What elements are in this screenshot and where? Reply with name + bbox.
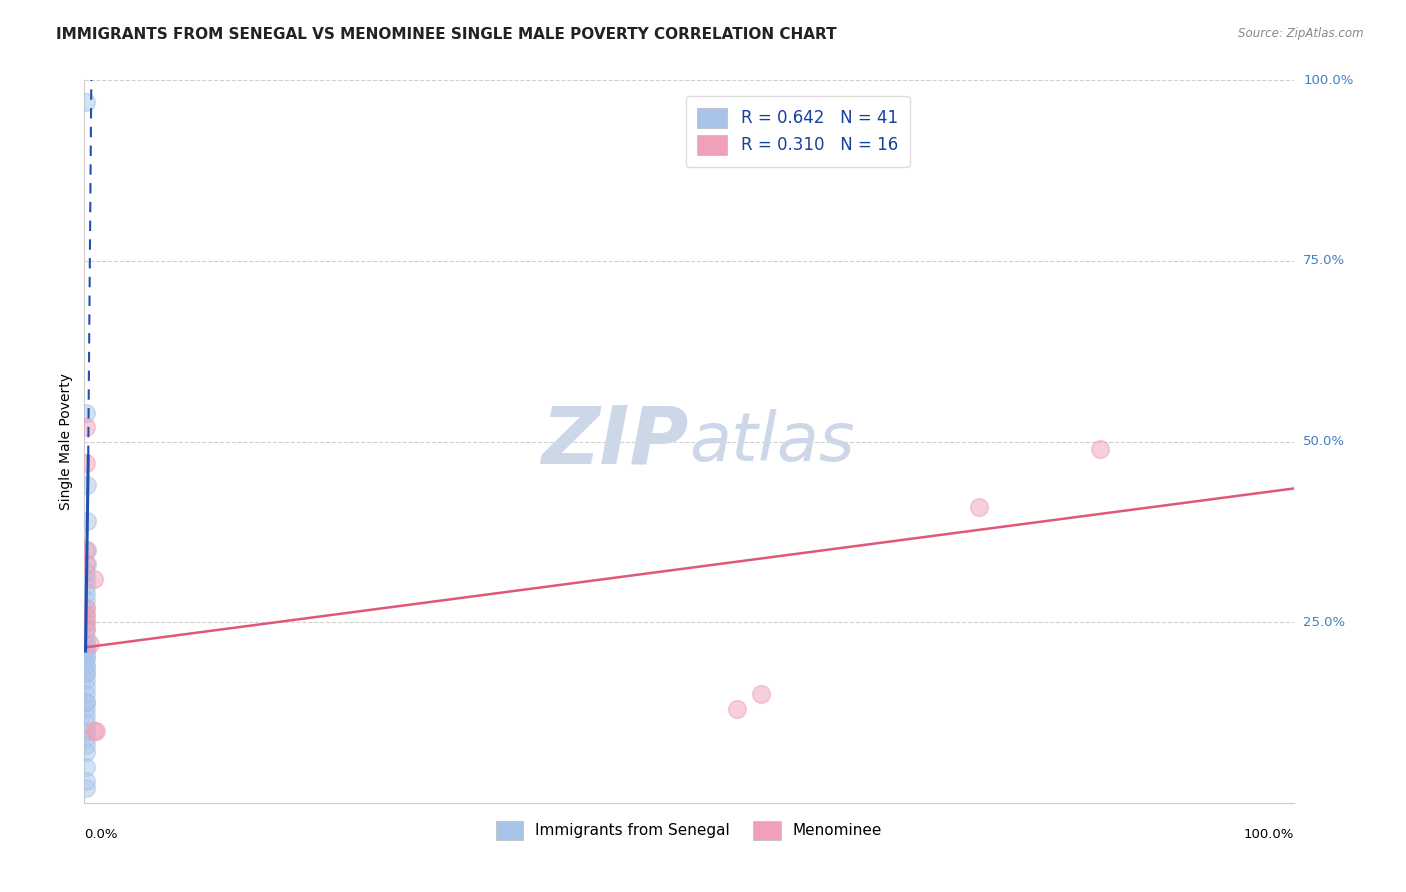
Text: 100.0%: 100.0% [1303, 74, 1354, 87]
Point [83, 723, 105, 738]
Point [75, 572, 97, 586]
Point [75, 644, 97, 658]
Point [75, 745, 97, 759]
Text: IMMIGRANTS FROM SENEGAL VS MENOMINEE SINGLE MALE POVERTY CORRELATION CHART: IMMIGRANTS FROM SENEGAL VS MENOMINEE SIN… [56, 27, 837, 42]
Point [1088, 442, 1111, 456]
Point [75, 586, 97, 600]
Text: atlas: atlas [689, 409, 855, 475]
Point [75, 695, 97, 709]
Text: 25.0%: 25.0% [1303, 615, 1346, 629]
Text: Source: ZipAtlas.com: Source: ZipAtlas.com [1239, 27, 1364, 40]
Point [75, 651, 97, 665]
Text: 100.0%: 100.0% [1243, 828, 1294, 841]
Point [75, 420, 97, 434]
Point [75, 456, 97, 470]
Point [75, 593, 97, 607]
Text: 0.0%: 0.0% [84, 828, 118, 841]
Point [751, 687, 773, 701]
Point [75, 623, 97, 637]
Text: 75.0%: 75.0% [1303, 254, 1346, 268]
Text: ZIP: ZIP [541, 402, 689, 481]
Point [75, 774, 97, 789]
Point [75, 406, 97, 420]
Point [75, 673, 97, 687]
Point [75, 565, 97, 579]
Point [75, 630, 97, 644]
Point [75, 600, 97, 615]
Point [725, 702, 748, 716]
Point [75, 651, 97, 665]
Point [86, 723, 108, 738]
Point [76, 478, 98, 492]
Point [75, 615, 97, 630]
Point [75, 723, 97, 738]
Point [76, 542, 98, 557]
Text: 50.0%: 50.0% [1303, 435, 1346, 448]
Point [75, 637, 97, 651]
Point [75, 658, 97, 673]
Point [967, 500, 990, 514]
Point [75, 680, 97, 694]
Point [75, 695, 97, 709]
Point [75, 731, 97, 745]
Point [75, 665, 97, 680]
Point [75, 709, 97, 723]
Point [75, 738, 97, 752]
Point [79, 637, 101, 651]
Point [75, 95, 97, 109]
Legend: Immigrants from Senegal, Menominee: Immigrants from Senegal, Menominee [489, 815, 889, 846]
Point [75, 760, 97, 774]
Point [75, 600, 97, 615]
Point [75, 781, 97, 796]
Point [76, 558, 98, 572]
Point [75, 702, 97, 716]
Point [75, 607, 97, 622]
Point [75, 658, 97, 673]
Point [76, 514, 98, 528]
Point [75, 623, 97, 637]
Y-axis label: Single Male Poverty: Single Male Poverty [59, 373, 73, 510]
Point [75, 607, 97, 622]
Point [75, 615, 97, 630]
Point [75, 644, 97, 658]
Point [75, 665, 97, 680]
Point [75, 542, 97, 557]
Point [75, 558, 97, 572]
Point [75, 687, 97, 701]
Point [75, 637, 97, 651]
Point [83, 572, 105, 586]
Point [75, 716, 97, 731]
Point [75, 579, 97, 593]
